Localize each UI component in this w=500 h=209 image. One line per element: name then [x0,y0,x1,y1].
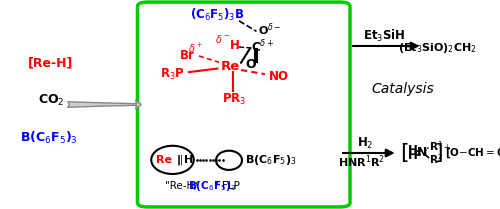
Text: H: H [408,144,418,157]
Text: $\delta^-$: $\delta^-$ [215,33,230,45]
Text: $\delta^+$: $\delta^+$ [188,42,202,55]
Text: R$^1$: R$^1$ [429,139,443,153]
FancyBboxPatch shape [138,2,350,207]
Text: CO$_2$: CO$_2$ [38,93,64,108]
Text: $^+$: $^+$ [442,143,451,153]
Text: NO: NO [269,70,289,83]
Text: (C$_6$F$_5$)$_3$B: (C$_6$F$_5$)$_3$B [190,6,244,23]
Text: [Re-H]: [Re-H] [28,56,73,69]
Text: H: H [184,155,194,165]
Text: Et$_3$SiH: Et$_3$SiH [362,27,406,44]
Text: O$^{\delta-}$: O$^{\delta-}$ [258,21,281,38]
Text: N: N [418,147,428,159]
Text: $\mathsf{|\!|\!|}$: $\mathsf{|\!|\!|}$ [176,153,184,167]
Text: B(C$_6$F$_5$)$_3$: B(C$_6$F$_5$)$_3$ [20,130,78,146]
Text: Re: Re [220,60,240,73]
Text: H: H [230,40,240,52]
Text: R$^2$: R$^2$ [429,152,443,166]
Text: H: H [408,149,418,162]
Text: O: O [246,58,256,71]
Text: $[$: $[$ [400,141,408,164]
Text: H$_2$: H$_2$ [357,136,373,151]
Text: Br: Br [180,49,195,62]
Text: [O$-$CH$=$O]$^-$: [O$-$CH$=$O]$^-$ [445,147,500,160]
Text: R$_3$P: R$_3$P [160,67,185,82]
Text: "Re-H/: "Re-H/ [165,181,198,191]
Text: $]$: $]$ [434,141,442,164]
Text: B(C$_6$F$_5$)$_3$: B(C$_6$F$_5$)$_3$ [188,180,236,193]
Text: " FLP: " FLP [214,181,240,191]
Text: Catalysis: Catalysis [371,82,434,96]
Text: Re: Re [156,155,172,165]
Text: B(C$_6$F$_5$)$_3$: B(C$_6$F$_5$)$_3$ [245,153,296,167]
Text: PR$_3$: PR$_3$ [222,92,246,107]
Text: C$^{\delta+}$: C$^{\delta+}$ [251,39,274,55]
Text: (Et$_3$SiO)$_2$CH$_2$: (Et$_3$SiO)$_2$CH$_2$ [398,41,477,55]
Text: HNR$^1$R$^2$: HNR$^1$R$^2$ [338,154,386,170]
